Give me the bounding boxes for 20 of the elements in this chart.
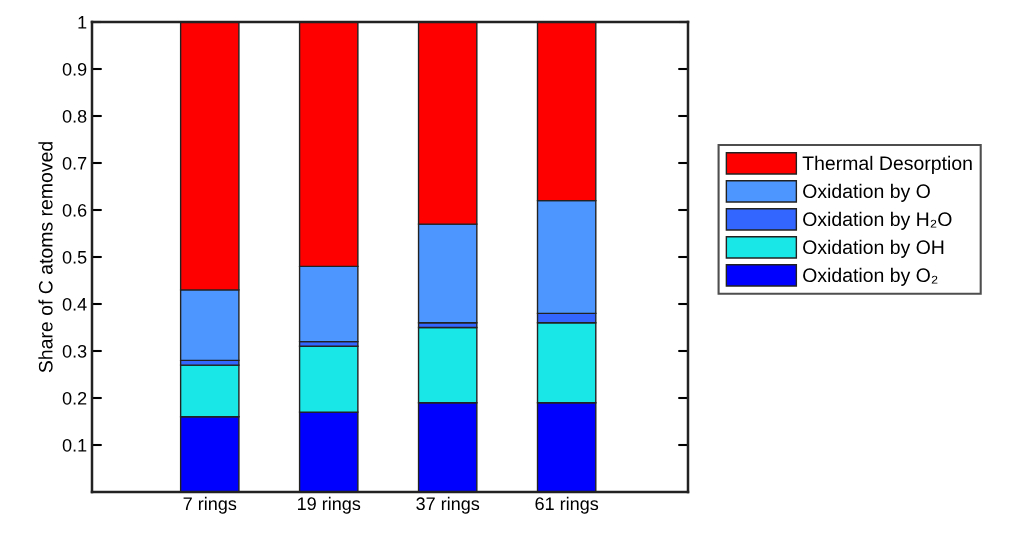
- y-tick-label: 0.5: [62, 250, 87, 264]
- y-tick-label: 0.7: [62, 156, 87, 170]
- legend-label: Oxidation by OH: [803, 239, 944, 258]
- y-tick-label: 0.6: [62, 203, 87, 217]
- y-tick-label: 0.2: [62, 391, 87, 405]
- legend-label: Oxidation by O₂: [803, 267, 938, 286]
- legend-label: Oxidation by O: [803, 183, 930, 202]
- x-tick-label: 7 rings: [183, 496, 237, 514]
- y-tick-label: 1: [78, 16, 87, 29]
- y-tick-label: 0.4: [62, 297, 87, 311]
- y-tick-label: 0.9: [62, 62, 87, 76]
- x-tick-label: 61 rings: [535, 496, 599, 514]
- legend-label: Oxidation by H₂O: [803, 211, 952, 230]
- x-tick-label: 19 rings: [298, 496, 361, 514]
- y-tick-label: 0.3: [62, 344, 87, 358]
- y-tick-label: 0.1: [62, 438, 87, 452]
- legend-label: Thermal Desorption: [802, 155, 972, 174]
- y-tick-label: 0.8: [62, 109, 87, 123]
- x-tick-label: 37 rings: [416, 496, 480, 514]
- y-axis-title: Share of C atoms removed: [38, 142, 53, 373]
